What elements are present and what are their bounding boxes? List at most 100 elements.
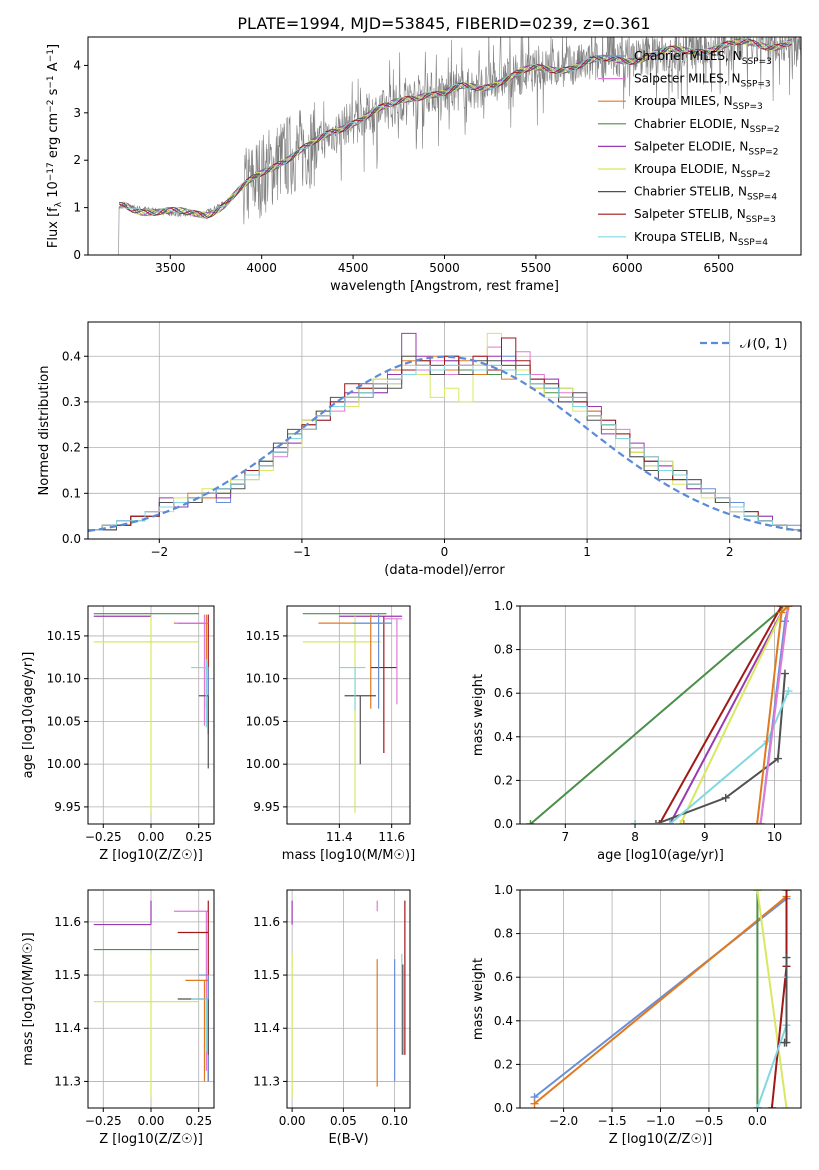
x-tick-label: 0.0 — [748, 1114, 767, 1128]
series-point — [784, 606, 793, 610]
series-point — [651, 820, 660, 824]
error-bar-point — [318, 614, 384, 709]
x-tick-label: 7 — [562, 830, 570, 844]
x-tick-label: 6000 — [612, 261, 643, 275]
y-tick-label: 0.3 — [62, 395, 81, 409]
series-point — [526, 820, 535, 824]
y-tick-label: 0.0 — [62, 532, 81, 546]
y-tick-label: 11.5 — [253, 968, 280, 982]
axes-frame — [286, 889, 411, 1109]
series-point — [753, 820, 762, 824]
x-tick-label: −0.25 — [85, 1114, 122, 1128]
error-bar-point — [177, 900, 209, 1082]
y-tick-label: 10.05 — [246, 714, 280, 728]
error-bar-point — [177, 614, 209, 735]
y-tick-label: 11.4 — [253, 1021, 280, 1035]
histogram-series — [88, 355, 801, 539]
x-tick-label: 9 — [701, 830, 709, 844]
series-line — [759, 606, 790, 824]
series-point — [773, 754, 782, 763]
chart-residuals: 𝒩(0, 1) −2 −1 0 1 2 0.0 0.1 0.2 0.3 0.4 (data-model… — [37, 321, 802, 578]
series-point — [777, 608, 786, 617]
x-tick-label: −2 — [150, 545, 168, 559]
y-tick-label: 10.10 — [47, 672, 81, 686]
series-line — [669, 606, 786, 824]
series-point — [655, 820, 664, 824]
x-tick-label: 0.25 — [185, 1114, 212, 1128]
x-axis-label: mass [log10(M/M☉)] — [282, 848, 415, 863]
series-point — [665, 820, 674, 824]
chart-mass-weight-vs-age: 7 8 9 10 0.0 0.2 0.4 0.6 0.8 1.0 age [log10(age/yr… — [471, 599, 802, 863]
x-tick-label: 5000 — [429, 261, 460, 275]
series-point — [721, 793, 730, 802]
error-bar-point — [344, 695, 376, 765]
error-bar-point — [383, 618, 403, 705]
y-tick-label: 1.0 — [494, 883, 513, 897]
legend-entry: Kroupa STELIB, NSSP=4 — [634, 230, 768, 248]
error-bar-point — [93, 616, 199, 813]
x-tick-label: 2 — [726, 545, 734, 559]
plot-area — [291, 900, 406, 1098]
x-axis-label: Z [log10(Z/Z☉)] — [99, 1132, 203, 1147]
mass-weight-series — [676, 606, 789, 824]
y-tick-label: 0.0 — [494, 817, 513, 831]
series-point — [782, 1104, 791, 1108]
series-point — [782, 953, 791, 962]
y-tick-label: 9.95 — [54, 800, 81, 814]
series-line — [679, 606, 786, 824]
y-tick-label: 11.6 — [54, 915, 81, 929]
chart-mass-vs-Z: −0.25 0.00 0.25 11.3 11.4 11.5 11.6 Z [log10(Z/… — [21, 889, 215, 1147]
error-bar-point — [191, 659, 209, 728]
y-tick-label: 0.4 — [62, 349, 81, 363]
x-tick-label: −1.5 — [597, 1114, 626, 1128]
error-bar-point — [93, 953, 199, 1098]
plot-area — [302, 613, 403, 813]
mass-weight-series — [780, 953, 791, 1047]
legend: 𝒩(0, 1) — [700, 337, 787, 352]
series-point — [782, 890, 791, 894]
x-axis-label: Z [log10(Z/Z☉)] — [99, 848, 203, 863]
error-bar-point — [185, 979, 209, 1082]
chart-mass-vs-ebv: 0.00 0.05 0.10 11.3 11.4 11.5 11.6 E(B-V) — [253, 889, 411, 1147]
series-point — [679, 820, 688, 824]
series-point — [530, 1099, 539, 1108]
y-tick-label: 10.00 — [246, 757, 280, 771]
x-tick-label: 11.6 — [378, 830, 405, 844]
y-tick-label: 0.4 — [494, 1014, 513, 1028]
x-tick-label: 11.4 — [326, 830, 353, 844]
x-tick-label: −1 — [293, 545, 311, 559]
error-bar-point — [302, 616, 382, 813]
x-tick-label: 1 — [583, 545, 591, 559]
y-axis-label: mass weight — [471, 674, 486, 756]
x-tick-label: 3500 — [155, 261, 186, 275]
y-tick-label: 0.0 — [494, 1101, 513, 1115]
x-tick-label: −2.0 — [549, 1114, 578, 1128]
mass-weight-series — [526, 606, 789, 824]
series-line — [635, 690, 790, 824]
error-bar-point — [370, 616, 397, 754]
y-tick-label: 0.8 — [494, 927, 513, 941]
x-axis-label: wavelength [Angstrom, rest frame] — [330, 279, 559, 294]
legend-entry: Salpeter MILES, NSSP=3 — [634, 72, 771, 90]
y-tick-label: 2 — [73, 153, 81, 167]
y-tick-label: 4 — [73, 58, 81, 72]
y-tick-label: 10.10 — [246, 672, 280, 686]
y-tick-label: 1 — [73, 201, 81, 215]
series-point — [782, 1038, 791, 1047]
series-point — [767, 1104, 776, 1108]
error-bar-point — [339, 666, 366, 711]
y-axis-label: mass weight — [471, 958, 486, 1040]
mass-weight-series — [655, 606, 786, 824]
legend-entry: Kroupa MILES, NSSP=3 — [634, 94, 763, 112]
legend-entry: Kroupa ELODIE, NSSP=2 — [634, 162, 771, 180]
y-tick-label: 10.00 — [47, 757, 81, 771]
chart-mass-weight-vs-Z: −2.0 −1.5 −1.0 −0.5 0.0 0.0 0.2 0.4 0.6 0.8 1.0 Z [… — [471, 883, 802, 1147]
chart-age-vs-Z: −0.25 0.00 0.25 9.95 10.00 10.05 10.10 10.15 Z [… — [21, 605, 215, 863]
x-tick-label: 0 — [441, 545, 449, 559]
plot-area — [88, 332, 801, 539]
series-line — [533, 895, 788, 1105]
axes-frame — [286, 605, 411, 825]
y-tick-label: 10.15 — [246, 629, 280, 643]
model-spectrum-line — [118, 39, 792, 216]
series-point — [631, 820, 640, 824]
